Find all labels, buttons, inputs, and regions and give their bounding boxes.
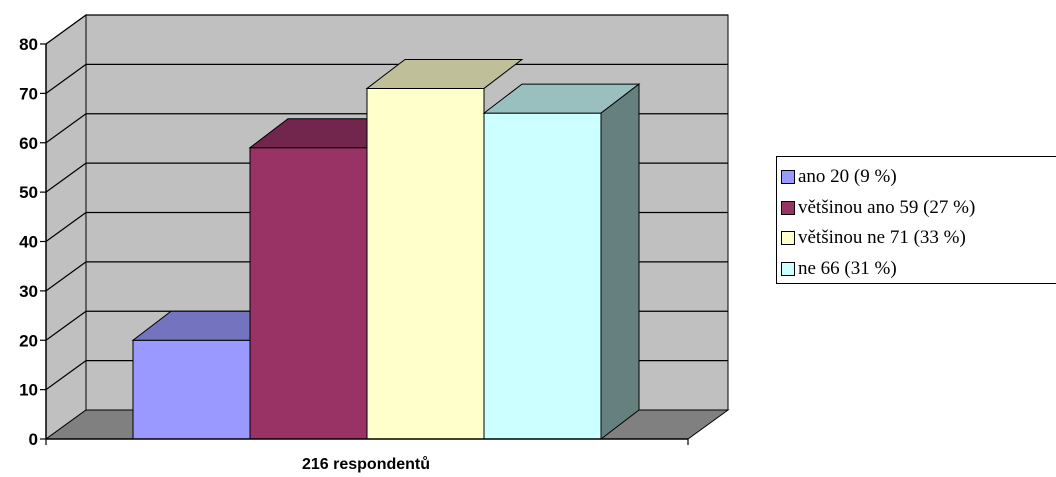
y-tick-label: 70 — [19, 84, 38, 103]
legend-swatch — [781, 261, 795, 276]
bar-front — [483, 112, 602, 440]
y-tick-label: 10 — [19, 381, 38, 400]
legend-item: ano 20 (9 %) — [781, 165, 897, 189]
bar-2 — [248, 118, 407, 440]
y-tick-label: 80 — [19, 35, 38, 54]
y-tick-label: 30 — [19, 282, 38, 301]
legend-item: ne 66 (31 %) — [781, 257, 897, 281]
gridline — [45, 14, 728, 45]
bar-front — [366, 87, 485, 440]
bar-top — [365, 58, 524, 89]
bar-4 — [482, 83, 641, 441]
legend-label: většinou ano 59 (27 %) — [798, 196, 976, 218]
y-tick-label: 60 — [19, 134, 38, 153]
y-tick-label: 20 — [19, 331, 38, 350]
legend-swatch — [781, 231, 795, 245]
bar-side — [600, 83, 640, 441]
y-tick-label: 40 — [19, 233, 38, 252]
legend-swatch — [781, 200, 795, 215]
bars — [131, 58, 641, 441]
y-axis — [40, 43, 689, 445]
y-tick-label: 0 — [29, 430, 38, 449]
legend-swatch — [781, 170, 795, 184]
y-tick-labels: 0 10 20 30 40 50 60 70 80 — [19, 35, 38, 449]
legend-label: ne 66 (31 %) — [798, 257, 897, 279]
bar-1 — [131, 310, 290, 440]
legend-item: většinou ne 71 (33 %) — [781, 226, 966, 250]
legend: ano 20 (9 %) většinou ano 59 (27 %) většin… — [776, 156, 1056, 284]
legend-label: ano 20 (9 %) — [798, 166, 897, 187]
legend-item: většinou ano 59 (27 %) — [781, 196, 975, 220]
bar-front — [249, 147, 368, 440]
x-category-label: 216 respondentů — [302, 456, 430, 473]
bar-front — [132, 339, 251, 440]
legend-label: většinou ne 71 (33 %) — [798, 227, 966, 248]
bar-3 — [365, 58, 524, 440]
y-tick-label: 50 — [19, 183, 38, 202]
